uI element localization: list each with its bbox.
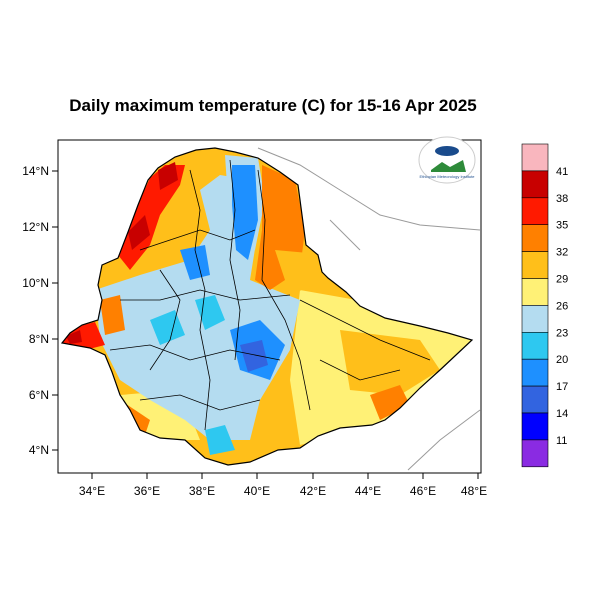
colorbar-label: 20 <box>556 354 568 366</box>
x-axis <box>91 473 479 479</box>
x-tick-label: 42°E <box>300 484 326 498</box>
colorbar-swatch <box>521 412 549 441</box>
colorbar-label: 29 <box>556 274 568 286</box>
colorbar-label: 38 <box>556 193 568 205</box>
colorbar-swatch <box>521 305 549 333</box>
colorbar-swatch <box>521 331 549 360</box>
y-tick-label: 14°N <box>22 164 49 178</box>
x-tick-label: 48°E <box>461 484 487 498</box>
colorbar-swatch <box>521 385 549 414</box>
colorbar-swatch <box>521 251 549 279</box>
colorbar-label: 41 <box>556 166 568 178</box>
colorbar-swatch <box>521 224 549 252</box>
y-tick-label: 10°N <box>22 276 49 290</box>
x-tick-label: 44°E <box>355 484 381 498</box>
colorbar-label: 23 <box>556 327 568 339</box>
colorbar-label: 32 <box>556 247 568 259</box>
colorbar-swatch <box>521 197 549 226</box>
colorbar-label: 17 <box>556 381 568 393</box>
x-tick-label: 40°E <box>244 484 270 498</box>
colorbar-label: 35 <box>556 220 568 232</box>
neighbour-borders <box>257 147 481 471</box>
map-title: Daily maximum temperature (C) for 15-16 … <box>69 96 477 115</box>
colorbar-label: 26 <box>556 300 568 312</box>
y-axis <box>52 170 58 451</box>
colorbar-label: 14 <box>556 408 568 420</box>
colorbar: 41 38 35 32 29 26 23 20 17 14 11 <box>521 143 568 468</box>
y-tick-label: 6°N <box>29 388 49 402</box>
y-tick-label: 8°N <box>29 332 49 346</box>
ethiopian-meteorology-institute-logo: Ethiopian Meteorology Institute <box>418 136 476 184</box>
colorbar-swatch <box>521 439 549 468</box>
colorbar-label: 11 <box>556 435 567 447</box>
y-tick-label: 4°N <box>29 443 49 457</box>
x-tick-label: 36°E <box>134 484 160 498</box>
colorbar-swatch <box>521 278 549 306</box>
colorbar-swatch <box>521 170 549 199</box>
colorbar-swatch <box>521 143 549 172</box>
svg-text:Ethiopian Meteorology Institut: Ethiopian Meteorology Institute <box>420 174 476 179</box>
y-tick-label: 12°N <box>22 220 49 234</box>
x-tick-label: 46°E <box>410 484 436 498</box>
x-tick-label: 34°E <box>79 484 105 498</box>
colorbar-swatch <box>521 358 549 387</box>
x-tick-label: 38°E <box>189 484 215 498</box>
